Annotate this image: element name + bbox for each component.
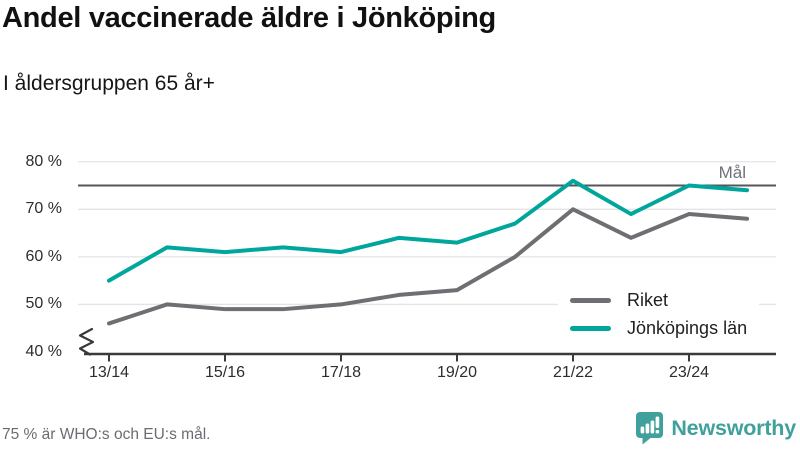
x-axis-tick-label: 21/22 (552, 364, 594, 381)
newsworthy-logo[interactable]: Newsworthy (636, 412, 796, 445)
x-axis-tick-label: 23/24 (668, 364, 710, 381)
y-axis-tick-label: 50 % (25, 295, 62, 313)
y-axis-tick-label: 70 % (25, 200, 62, 218)
x-axis-tick-label: 13/14 (88, 364, 130, 381)
x-axis-tick-label: 19/20 (436, 364, 478, 381)
newsworthy-wordmark: Newsworthy (671, 416, 796, 440)
footnote: 75 % är WHO:s och EU:s mål. (2, 426, 211, 443)
y-axis-tick-label: 40 % (25, 343, 62, 360)
chart-title: Andel vaccinerade äldre i Jönköping (2, 2, 496, 34)
legend-label-jonkopings-lan: Jönköpings län (627, 317, 748, 338)
legend-swatch-jonkopings-lan (570, 325, 611, 331)
target-line-label: Mål (718, 163, 746, 182)
legend-item-jonkopings-lan: Jönköpings län (570, 317, 747, 339)
legend: Riket Jönköpings län (558, 283, 760, 345)
x-axis-tick-label: 17/18 (320, 364, 362, 381)
x-axis-tick-label: 15/16 (204, 364, 246, 381)
legend-item-riket: Riket (570, 289, 747, 311)
legend-swatch-riket (570, 297, 611, 303)
chart-subtitle: I åldersgruppen 65 år+ (3, 72, 215, 95)
newsworthy-icon (636, 412, 664, 445)
y-axis-tick-label: 80 % (25, 152, 62, 170)
legend-label-riket: Riket (627, 289, 669, 310)
y-axis-tick-label: 60 % (25, 247, 62, 265)
